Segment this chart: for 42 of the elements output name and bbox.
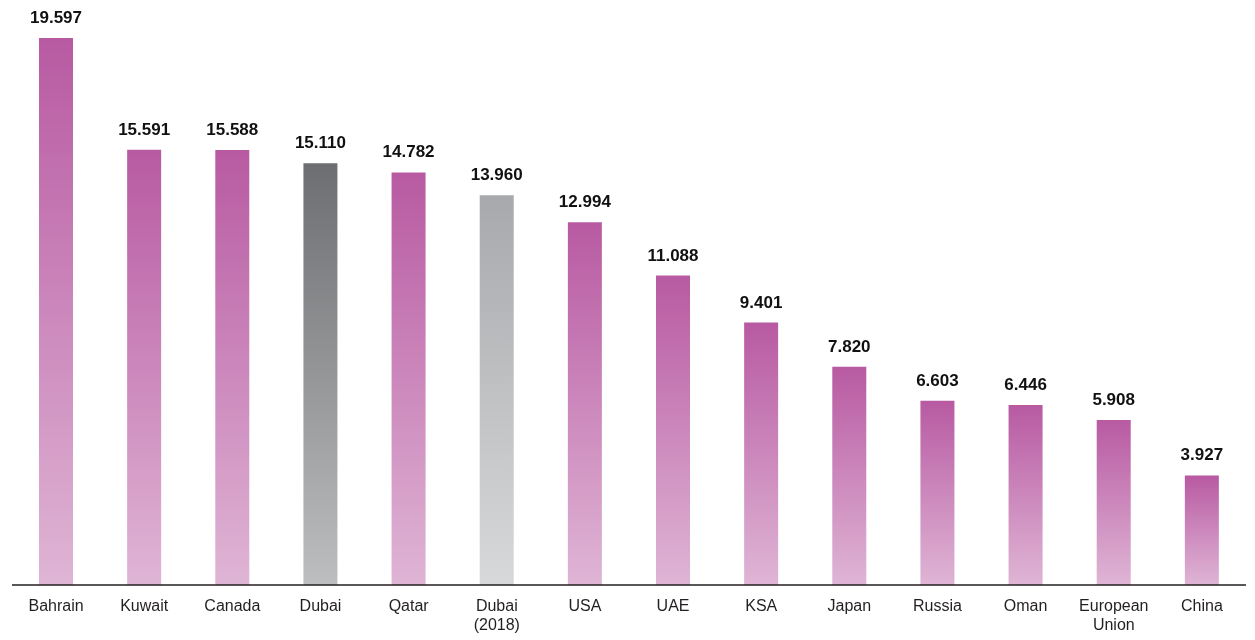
bar [215, 149, 250, 585]
data-label: 6.446 [1004, 375, 1047, 395]
x-tick-label: European Union [1079, 597, 1149, 633]
x-tick-label: Dubai [299, 597, 342, 614]
x-tick-label: UAE [656, 597, 690, 614]
data-label: 12.994 [558, 192, 612, 212]
data-label: 15.591 [118, 119, 171, 139]
data-label: 19.597 [30, 8, 82, 27]
data-label: 7.820 [828, 336, 871, 356]
x-tick-label: Bahrain [28, 597, 84, 614]
bar [1184, 475, 1219, 585]
x-tick-label: KSA [745, 597, 778, 614]
bar [391, 172, 426, 585]
x-tick-label: Japan [827, 597, 872, 614]
data-label: 5.908 [1092, 390, 1135, 410]
bar [920, 400, 955, 585]
bar [832, 366, 867, 585]
x-tick-label: China [1181, 597, 1223, 614]
data-label: 15.110 [294, 133, 346, 153]
bar [1008, 405, 1043, 585]
bar [567, 222, 602, 585]
x-tick-label: Canada [204, 597, 261, 614]
x-tick-label: Kuwait [120, 597, 169, 614]
x-tick-label: Oman [1003, 597, 1048, 614]
bar [1096, 420, 1131, 585]
data-label: 14.782 [382, 142, 435, 162]
data-label: 9.401 [739, 292, 783, 312]
bar [479, 195, 514, 585]
x-tick-label: USA [568, 597, 602, 614]
data-label: 13.960 [470, 165, 523, 185]
x-tick-label: Dubai (2018) [473, 597, 520, 633]
data-label: 3.927 [1180, 445, 1224, 465]
bar [656, 275, 690, 585]
data-label: 15.588 [206, 119, 259, 139]
data-label: 11.088 [647, 245, 699, 265]
x-tick-label: Qatar [388, 597, 430, 614]
x-tick-label: Russia [913, 597, 963, 614]
data-label: 6.603 [916, 370, 959, 390]
bar [744, 322, 779, 585]
bar [303, 163, 338, 585]
bar [127, 149, 162, 585]
bar [39, 38, 73, 585]
